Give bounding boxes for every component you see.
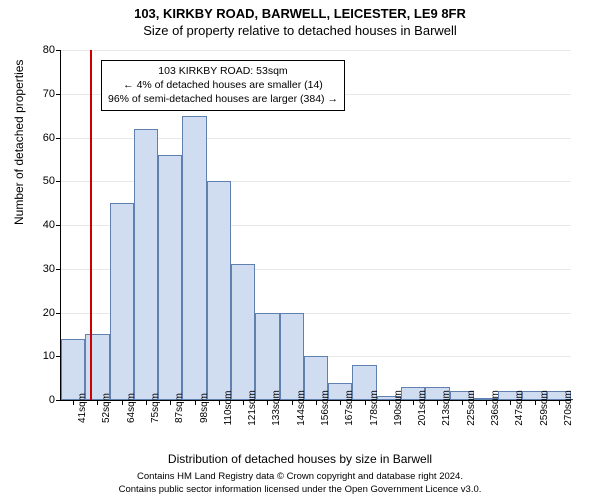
x-tick-mark xyxy=(365,400,366,405)
x-tick-mark xyxy=(219,400,220,405)
x-tick-mark xyxy=(292,400,293,405)
y-tick-mark xyxy=(56,138,61,139)
info-box-line1: 103 KIRKBY ROAD: 53sqm xyxy=(108,64,338,78)
footer-line2: Contains public sector information licen… xyxy=(119,484,482,495)
y-tick-mark xyxy=(56,269,61,270)
y-tick-mark xyxy=(56,313,61,314)
histogram-bar xyxy=(158,155,182,400)
x-tick-mark xyxy=(195,400,196,405)
info-box-line2: ← 4% of detached houses are smaller (14) xyxy=(108,78,338,92)
x-tick-mark xyxy=(243,400,244,405)
y-axis-label: Number of detached properties xyxy=(12,60,26,225)
footer-attribution: Contains HM Land Registry data © Crown c… xyxy=(0,471,600,496)
histogram-bar xyxy=(61,339,85,400)
histogram-bar xyxy=(231,264,255,400)
info-box-line3: 96% of semi-detached houses are larger (… xyxy=(108,92,338,106)
y-tick-mark xyxy=(56,181,61,182)
y-tick-label: 70 xyxy=(25,88,55,100)
x-tick-mark xyxy=(389,400,390,405)
x-axis-label: Distribution of detached houses by size … xyxy=(0,452,600,466)
x-tick-mark xyxy=(486,400,487,405)
y-tick-mark xyxy=(56,400,61,401)
x-tick-mark xyxy=(122,400,123,405)
histogram-bar xyxy=(182,116,206,400)
x-tick-mark xyxy=(73,400,74,405)
histogram-bar xyxy=(85,334,109,400)
title-sub: Size of property relative to detached ho… xyxy=(0,21,600,38)
y-tick-label: 20 xyxy=(25,307,55,319)
x-tick-mark xyxy=(462,400,463,405)
y-tick-mark xyxy=(56,50,61,51)
histogram-bar xyxy=(134,129,158,400)
y-tick-label: 80 xyxy=(25,44,55,56)
x-tick-label: 225sqm xyxy=(466,390,477,426)
property-marker-line xyxy=(90,50,92,400)
y-tick-mark xyxy=(56,225,61,226)
x-tick-mark xyxy=(316,400,317,405)
y-tick-label: 60 xyxy=(25,132,55,144)
footer-line1: Contains HM Land Registry data © Crown c… xyxy=(137,471,463,482)
histogram-bar xyxy=(110,203,134,400)
x-tick-label: 270sqm xyxy=(563,390,574,426)
chart-container: 103, KIRKBY ROAD, BARWELL, LEICESTER, LE… xyxy=(0,0,600,500)
x-tick-mark xyxy=(340,400,341,405)
y-tick-label: 0 xyxy=(25,394,55,406)
y-tick-label: 10 xyxy=(25,350,55,362)
y-tick-mark xyxy=(56,94,61,95)
x-tick-mark xyxy=(97,400,98,405)
x-tick-mark xyxy=(267,400,268,405)
x-tick-mark xyxy=(413,400,414,405)
x-tick-mark xyxy=(170,400,171,405)
grid-line xyxy=(61,50,571,51)
x-tick-mark xyxy=(146,400,147,405)
y-tick-label: 50 xyxy=(25,175,55,187)
x-tick-mark xyxy=(559,400,560,405)
histogram-bar xyxy=(280,313,304,401)
y-tick-label: 30 xyxy=(25,263,55,275)
x-tick-mark xyxy=(437,400,438,405)
info-box: 103 KIRKBY ROAD: 53sqm← 4% of detached h… xyxy=(101,60,345,111)
histogram-bar xyxy=(207,181,231,400)
y-tick-label: 40 xyxy=(25,219,55,231)
chart-area: 41sqm52sqm64sqm75sqm87sqm98sqm110sqm121s… xyxy=(60,50,570,400)
plot-region: 41sqm52sqm64sqm75sqm87sqm98sqm110sqm121s… xyxy=(60,50,571,401)
x-tick-mark xyxy=(510,400,511,405)
x-tick-mark xyxy=(535,400,536,405)
title-main: 103, KIRKBY ROAD, BARWELL, LEICESTER, LE… xyxy=(0,0,600,21)
histogram-bar xyxy=(255,313,279,401)
